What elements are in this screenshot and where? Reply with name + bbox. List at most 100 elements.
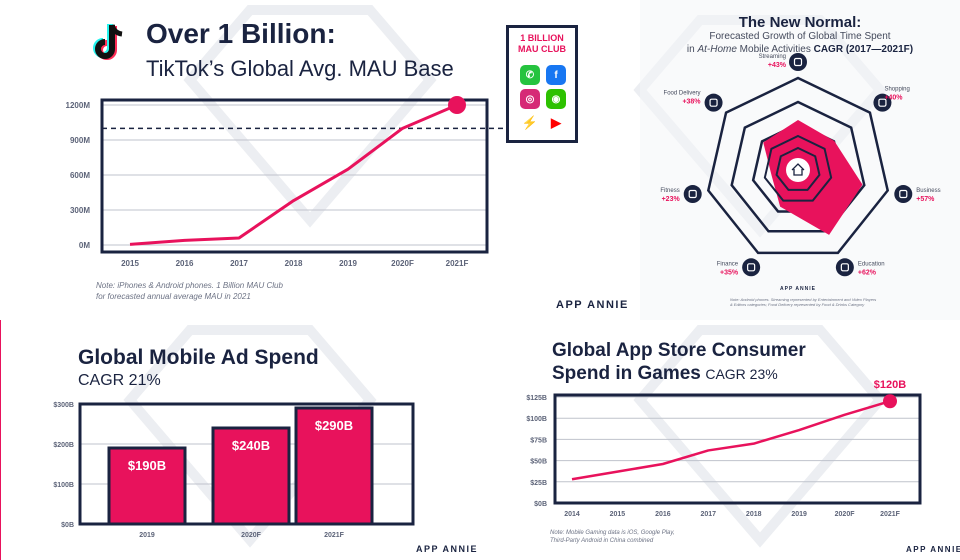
games-y-tick: $75B [530,437,547,444]
ad-spend-panel: Global Mobile Ad Spend CAGR 21% $0B $100B… [0,320,480,560]
radar-note-line1: Note: Android phones. Streaming represen… [730,297,877,302]
ad-bar-value-label: $240B [232,438,270,453]
brand-logo-top: APP ANNIE [556,299,629,311]
whatsapp-icon: ✆ [520,65,540,85]
games-y-tick: $125B [526,395,547,402]
tiktok-mau-chart: 0M 300M 600M 900M 1200M 2015 2016 2017 2018 2019 2… [66,96,510,268]
page-subtitle: TikTok’s Global Avg. MAU Base [146,56,454,81]
radar-category-label: Education [858,261,885,267]
games-x-tick: 2019 [791,511,807,518]
radar-brand: APP ANNIE [780,286,816,292]
shopping-cart-icon-glyph [878,98,887,107]
radar-inner-ring [763,134,833,202]
tiktok-y-tick: 600M [70,171,90,180]
tiktok-x-tick: 2021F [446,259,469,268]
business-icon [894,185,913,204]
tiktok-x-tick: 2019 [339,259,357,268]
radar-data-area [763,119,863,235]
brand-logo-bottom-right: APP ANNIE [906,545,960,554]
tiktok-x-tick: 2015 [121,259,139,268]
tiktok-x-tick: 2017 [230,259,248,268]
games-x-tick: 2014 [564,511,580,518]
ad-y-tick: $200B [53,442,74,449]
radar-value-label: +35% [720,269,739,276]
games-cagr: CAGR 23% [705,366,778,382]
radar-category-label: Food Delivery [664,91,701,97]
radar-category-label: Streaming [759,54,786,60]
ad-bar-value-label: $190B [128,458,166,473]
messenger-icon: ⚡ [521,115,539,130]
games-y-tick: $25B [530,480,547,487]
ad-bar [107,446,187,526]
billion-club-box: 1 BILLION MAU CLUB ✆ f ◎ ◉ ⚡ ▶ [506,25,578,143]
games-title-line2: Spend in Games CAGR 23% [552,363,778,385]
radar-category-label: Shopping [884,87,909,93]
club-title-line2: MAU CLUB [518,44,566,54]
games-note-line2: Third-Party Android in China combined [550,538,654,544]
finance-icon [742,258,761,277]
games-y-tick: $0B [534,501,547,508]
games-x-tick: 2017 [700,511,716,518]
games-title-text: Spend in Games [552,363,701,384]
games-highlight-point [883,394,897,409]
games-x-tick: 2021F [880,511,901,518]
games-y-tick: $50B [530,459,547,466]
games-x-tick: 2015 [610,511,626,518]
radar-inner-ring [775,146,821,191]
tiktok-y-tick: 0M [79,241,90,250]
ad-x-tick: 2020F [241,532,262,539]
radar-category-label: Fitness [660,188,679,194]
radar-subtitle-suffix: Mobile Activities [736,44,814,55]
ad-y-tick: $300B [53,402,74,409]
ad-bar [211,426,291,526]
streaming-icon-glyph [793,57,803,67]
ad-spend-chart: $0B $100B $200B $300B $190B 2019 $240B 2020F $29… [53,402,415,539]
games-y-tick: $100B [526,416,547,423]
radar-title: The New Normal: [738,14,862,31]
games-x-tick: 2018 [746,511,762,518]
education-icon-glyph [840,263,849,272]
youtube-icon: ▶ [551,115,561,130]
radar-subtitle-prefix: in [686,44,698,55]
games-callout-label: $120B [874,379,906,391]
games-title-line1: Global App Store Consumer [552,340,806,361]
tiktok-series-line [129,103,458,246]
ad-bar [294,406,374,526]
page-title: Over 1 Billion: [146,18,336,49]
radar-subtitle-italic: At-Home [697,44,737,55]
tiktok-panel: Over 1 Billion: TikTok’s Global Avg. MAU… [0,0,640,320]
club-app-icons: ✆ f ◎ ◉ ⚡ ▶ [520,65,568,135]
tiktok-y-tick: 900M [70,136,90,145]
tiktok-icon [92,22,126,62]
radar-value-label: +57% [916,196,935,203]
fitness-icon [683,185,702,204]
club-title-line1: 1 BILLION [520,33,564,43]
business-icon-glyph [899,189,908,199]
facebook-icon: f [546,65,566,85]
radar-panel: The New Normal: Forecasted Growth of Glo… [640,0,960,320]
tiktok-highlight-point [448,96,466,114]
games-x-tick: 2016 [655,511,671,518]
radar-value-label: +62% [858,269,877,276]
games-spend-chart: $0B $25B $50B $75B $100B $125B 2014 2015 2016 201… [526,379,922,518]
wechat-icon: ◉ [546,89,566,109]
games-panel: Global App Store Consumer Spend in Games… [480,320,960,560]
radar-category-label: Business [916,188,940,194]
ad-spend-title: Global Mobile Ad Spend [78,346,319,369]
tiktok-x-tick: 2018 [285,259,303,268]
ad-y-tick: $100B [53,482,74,489]
instagram-icon: ◎ [520,89,540,109]
food-delivery-icon-glyph [709,98,718,107]
radar-value-label: +23% [662,196,681,203]
tiktok-y-tick: 1200M [66,101,91,110]
radar-value-label: +38% [682,99,701,106]
fitness-icon-glyph [688,189,697,199]
radar-value-label: +43% [768,62,787,69]
shopping-cart-icon [873,93,892,112]
tiktok-y-tick: 300M [70,206,90,215]
games-plot-frame [553,393,922,505]
radar-subtitle-line2: in At-Home Mobile Activities CAGR (2017—… [640,44,960,55]
brand-logo-bottom-left: APP ANNIE [416,544,479,554]
radar-ring [730,100,866,233]
radar-value-label: +40% [884,95,903,102]
